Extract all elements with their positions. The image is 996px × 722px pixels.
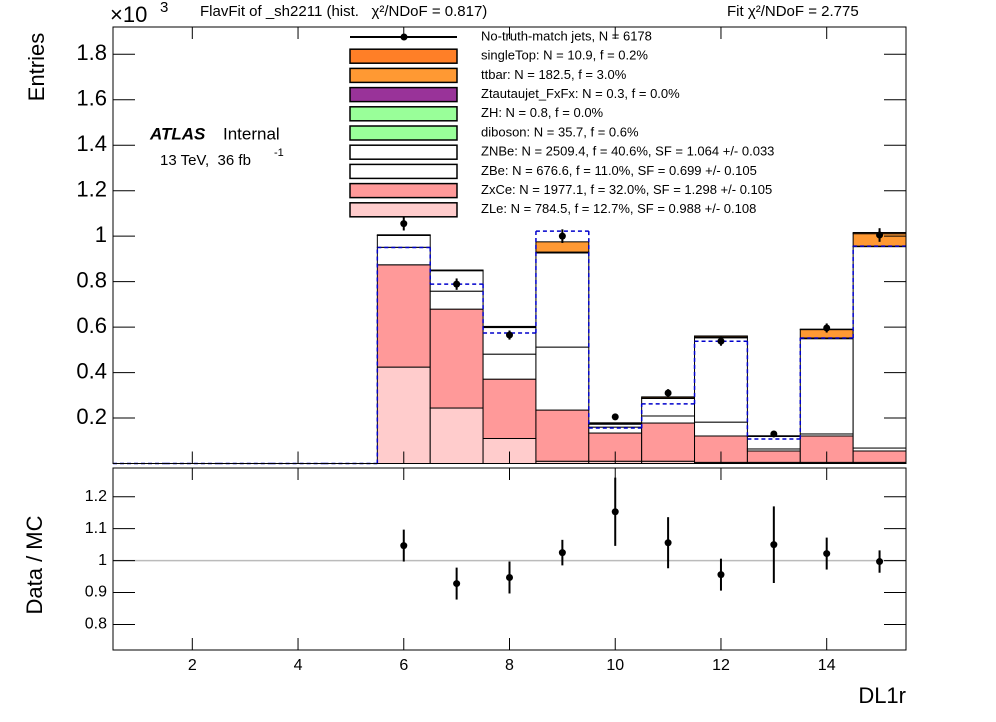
- legend-swatch: [349, 182, 458, 199]
- legend-swatch: [349, 106, 458, 122]
- x-tick-label: 4: [294, 657, 303, 674]
- stack-bar: [429, 269, 484, 272]
- y-tick-label: 0.8: [76, 267, 107, 292]
- data-point: [400, 220, 408, 228]
- data-point: [664, 389, 672, 397]
- stack-bar: [482, 353, 537, 380]
- y-tick-label: 1.2: [85, 488, 107, 505]
- y-tick-label: 1: [98, 552, 107, 569]
- y-tick-label: 1.8: [76, 40, 107, 65]
- y-tick-label: 0.8: [85, 616, 107, 633]
- stack-bar: [429, 290, 484, 310]
- data-point: [876, 558, 884, 566]
- y-tick-label: 0.6: [76, 313, 107, 338]
- x-tick-label: 14: [818, 657, 836, 674]
- stack-bar: [694, 337, 748, 423]
- legend-swatch: [349, 48, 458, 64]
- y-axis-title: Data / MC: [22, 515, 47, 614]
- legend-swatch: [349, 67, 458, 84]
- scale-label: ×10: [110, 2, 147, 27]
- stack-bar: [694, 421, 748, 437]
- legend-label: diboson: N = 35.7, f = 0.6%: [481, 124, 639, 139]
- stack-bar: [852, 450, 907, 463]
- energy-label: 13 TeV, 36 fb: [160, 152, 251, 169]
- legend-swatch: [349, 144, 458, 160]
- y-axis-title: Entries: [24, 33, 49, 101]
- stack-bar: [376, 246, 431, 266]
- stack-bar: [746, 450, 801, 463]
- stack-bar: [429, 407, 484, 465]
- stack-bar: [535, 346, 590, 411]
- legend-label: ZBe: N = 676.6, f = 11.0%, SF = 0.699 +/…: [481, 163, 757, 178]
- stack-bar: [799, 338, 854, 435]
- stack-bar: [482, 378, 537, 439]
- stack-bar: [376, 366, 431, 465]
- stack-bar: [641, 422, 696, 462]
- legend-swatch: [349, 86, 458, 103]
- x-axis-title: DL1r: [858, 683, 906, 708]
- energy-exponent: -1: [274, 147, 284, 159]
- stack-bar: [535, 241, 590, 253]
- stack-bar: [641, 415, 696, 424]
- y-tick-label: 1.2: [76, 177, 107, 202]
- legend-swatch: [349, 125, 458, 141]
- data-point: [506, 331, 513, 339]
- data-point: [558, 232, 566, 240]
- data-point: [453, 580, 461, 588]
- data-point: [717, 337, 725, 345]
- legend-label: ZNBe: N = 2509.4, f = 40.6%, SF = 1.064 …: [481, 144, 774, 159]
- y-tick-label: 0.9: [85, 584, 107, 601]
- chart-subtitle: Fit χ²/NDoF = 2.775: [727, 3, 859, 20]
- legend-label: ZxCe: N = 1977.1, f = 32.0%, SF = 1.298 …: [481, 182, 772, 197]
- stack-bar: [429, 308, 484, 409]
- y-tick-label: 1.4: [76, 131, 107, 156]
- y-tick-label: 1.1: [85, 520, 107, 537]
- data-point: [400, 542, 408, 550]
- y-tick-label: 1.6: [76, 86, 107, 111]
- legend-label: ZLe: N = 784.5, f = 12.7%, SF = 0.988 +/…: [481, 201, 756, 216]
- atlas-status: Internal: [223, 124, 280, 143]
- stack-bar: [535, 252, 590, 348]
- x-tick-label: 8: [505, 657, 514, 674]
- x-tick-label: 2: [188, 657, 197, 674]
- legend-label: ttbar: N = 182.5, f = 3.0%: [481, 67, 627, 82]
- data-point: [611, 508, 619, 516]
- data-point: [453, 280, 461, 288]
- data-point: [717, 571, 725, 579]
- stack-bar: [376, 234, 431, 236]
- data-point: [664, 539, 672, 547]
- chart-title: FlavFit of _sh2211 (hist. χ²/NDoF = 0.81…: [200, 3, 487, 20]
- scale-exponent: 3: [160, 0, 168, 16]
- atlas-label: ATLAS: [149, 124, 206, 143]
- stack-bar: [641, 396, 696, 399]
- legend-swatch: [349, 202, 458, 218]
- legend-label: ZH: N = 0.8, f = 0.0%: [481, 105, 604, 120]
- stack-bar: [376, 234, 431, 248]
- data-point: [823, 324, 831, 332]
- legend-marker: [400, 33, 408, 41]
- data-point: [770, 430, 778, 438]
- plot-frame: [112, 467, 907, 651]
- stack-bar: [535, 409, 590, 462]
- stack-bar: [852, 246, 907, 449]
- y-tick-label: 1: [95, 222, 107, 247]
- legend-label: singleTop: N = 10.9, f = 0.2%: [481, 48, 648, 63]
- y-tick-label: 0.2: [76, 404, 107, 429]
- x-tick-label: 10: [606, 657, 624, 674]
- data-point: [558, 549, 566, 557]
- legend-label: No-truth-match jets, N = 6178: [481, 28, 652, 43]
- x-tick-label: 12: [712, 657, 730, 674]
- data-point: [823, 550, 831, 558]
- stack-bar: [376, 264, 431, 368]
- stack-bar: [641, 397, 696, 417]
- data-point: [506, 574, 513, 582]
- x-tick-label: 6: [399, 657, 408, 674]
- data-point: [876, 231, 884, 239]
- data-point: [770, 541, 778, 549]
- legend-label: Ztautaujet_FxFx: N = 0.3, f = 0.0%: [481, 86, 680, 101]
- y-tick-label: 0.4: [76, 358, 107, 383]
- legend-swatch: [349, 163, 458, 180]
- data-point: [611, 413, 619, 421]
